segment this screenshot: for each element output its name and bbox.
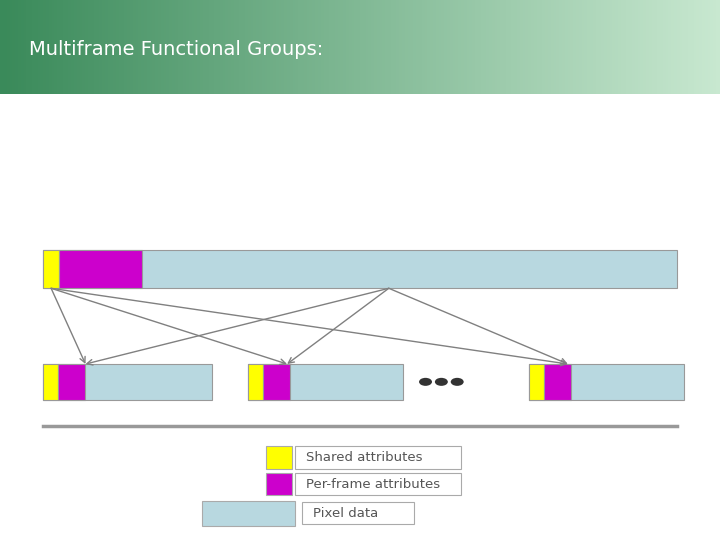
- Bar: [43, 251, 59, 288]
- FancyBboxPatch shape: [295, 473, 461, 496]
- Text: Pixel data: Pixel data: [313, 507, 379, 520]
- Text: Multiframe Functional Groups:: Multiframe Functional Groups:: [29, 39, 323, 59]
- Bar: [43, 251, 677, 288]
- Bar: [58, 364, 85, 400]
- Bar: [248, 364, 263, 400]
- FancyBboxPatch shape: [295, 447, 461, 469]
- Bar: [202, 501, 295, 525]
- Circle shape: [419, 378, 432, 386]
- Bar: [529, 364, 684, 400]
- Circle shape: [451, 378, 464, 386]
- FancyBboxPatch shape: [302, 502, 414, 524]
- Bar: [544, 364, 571, 400]
- Circle shape: [435, 378, 448, 386]
- Bar: [266, 447, 292, 469]
- Bar: [263, 364, 290, 400]
- Bar: [266, 473, 292, 496]
- Bar: [248, 364, 403, 400]
- Bar: [43, 364, 58, 400]
- Text: Shared attributes: Shared attributes: [306, 451, 423, 464]
- Bar: [529, 364, 544, 400]
- Bar: [43, 364, 212, 400]
- Bar: [59, 251, 142, 288]
- Text: Per-frame attributes: Per-frame attributes: [306, 478, 440, 491]
